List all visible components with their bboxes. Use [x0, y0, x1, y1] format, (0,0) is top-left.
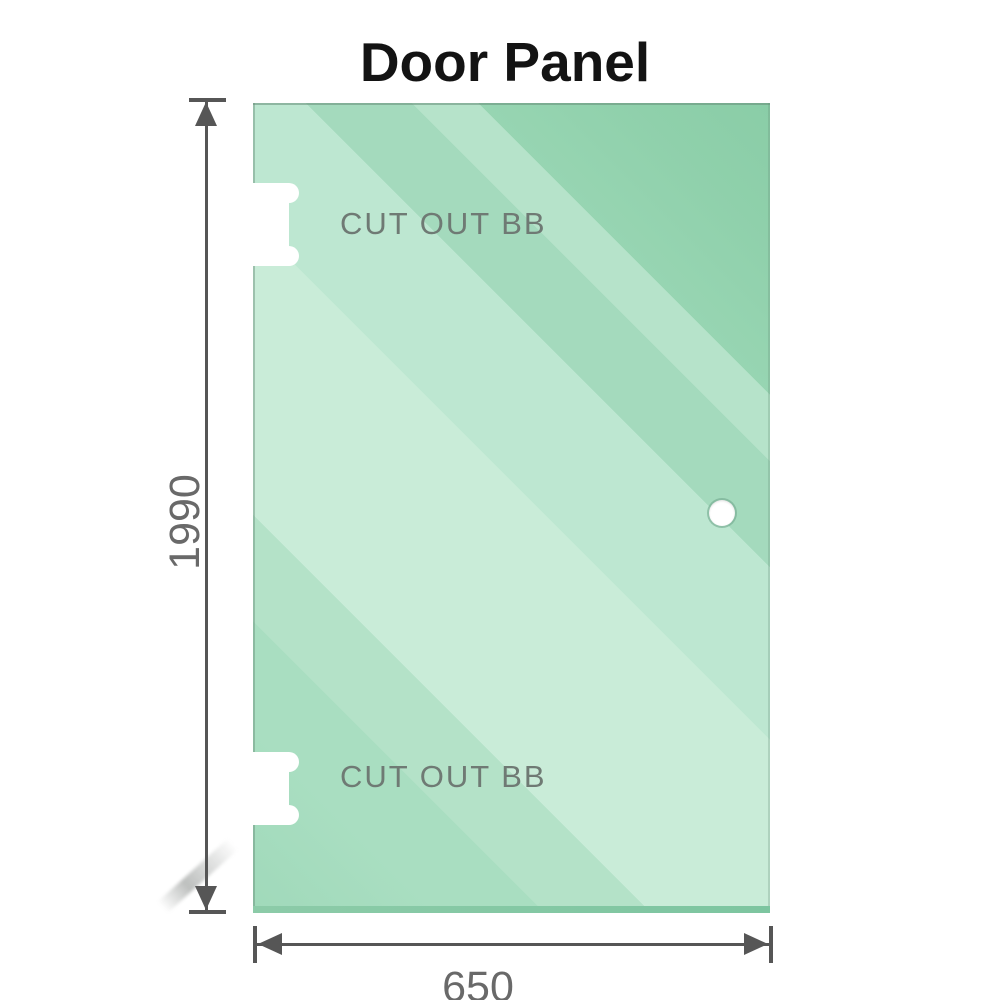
- glass-bottom-edge: [253, 906, 770, 913]
- page-title: Door Panel: [359, 31, 651, 93]
- door-panel-glass: [253, 103, 770, 913]
- arrowhead-right-icon: [744, 933, 768, 955]
- handle-hole: [709, 500, 735, 526]
- width-dimension-label: 650: [442, 963, 514, 1000]
- height-dimension-end-cap-bottom: [189, 910, 226, 914]
- cutout-label-top: CUT OUT BB: [340, 206, 547, 241]
- width-dimension-end-cap-right: [769, 926, 773, 963]
- width-dimension-end-cap-left: [253, 926, 257, 963]
- height-dimension-end-cap-top: [189, 98, 226, 102]
- arrowhead-left-icon: [258, 933, 282, 955]
- height-dimension-label: 1990: [161, 474, 209, 570]
- cutout-drill-lobe: [279, 805, 299, 825]
- cutout-drill-lobe: [279, 246, 299, 266]
- cutout-label-bottom: CUT OUT BB: [340, 759, 547, 794]
- cutout-drill-lobe: [279, 752, 299, 772]
- glass-left-edge: [253, 103, 255, 913]
- height-dimension-line: [205, 101, 208, 912]
- arrowhead-down-icon: [195, 886, 217, 910]
- glass-top-edge: [253, 103, 770, 105]
- arrowhead-up-icon: [195, 102, 217, 126]
- glass-right-edge: [768, 103, 770, 913]
- width-dimension-line: [255, 943, 770, 946]
- cutout-drill-lobe: [279, 183, 299, 203]
